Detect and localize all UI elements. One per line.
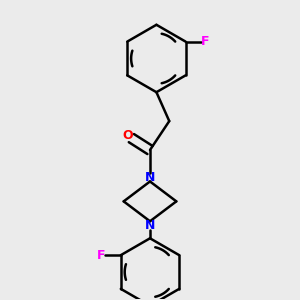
Text: N: N xyxy=(145,219,155,232)
Text: F: F xyxy=(201,35,210,48)
Text: F: F xyxy=(97,249,105,262)
Text: N: N xyxy=(145,171,155,184)
Text: O: O xyxy=(122,129,133,142)
